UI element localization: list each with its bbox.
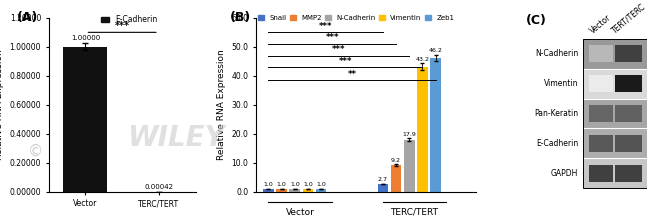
Text: 0.00042: 0.00042 xyxy=(144,184,174,190)
Text: 2.7: 2.7 xyxy=(378,177,388,182)
Text: N-Cadherin: N-Cadherin xyxy=(535,49,578,58)
Text: Vector: Vector xyxy=(285,208,315,217)
Bar xyxy=(616,75,642,92)
Bar xyxy=(616,45,642,62)
Text: (B): (B) xyxy=(229,11,251,24)
Text: (C): (C) xyxy=(526,14,547,27)
Bar xyxy=(589,45,613,62)
Text: 46.2: 46.2 xyxy=(429,48,443,54)
Text: 1.0: 1.0 xyxy=(277,182,287,187)
Text: TERC/TERT: TERC/TERT xyxy=(391,208,439,217)
Bar xyxy=(417,66,428,192)
Y-axis label: Relative RNA Expression: Relative RNA Expression xyxy=(217,50,226,160)
Bar xyxy=(589,105,613,122)
Text: ***: *** xyxy=(326,33,339,43)
Legend: E-Cadherin: E-Cadherin xyxy=(101,15,158,25)
Bar xyxy=(589,135,613,152)
Bar xyxy=(583,69,647,99)
Bar xyxy=(616,105,642,122)
Bar xyxy=(589,165,613,182)
Bar xyxy=(616,165,642,182)
Text: (A): (A) xyxy=(16,11,38,24)
Text: 9.2: 9.2 xyxy=(391,157,401,163)
Bar xyxy=(430,58,441,192)
Bar xyxy=(583,39,647,188)
Y-axis label: Relative RNA Expression: Relative RNA Expression xyxy=(0,50,4,160)
Text: TERT/TERC: TERT/TERC xyxy=(610,2,647,35)
Text: GAPDH: GAPDH xyxy=(551,169,578,178)
Bar xyxy=(391,165,401,192)
Text: **: ** xyxy=(348,70,356,79)
Text: Vector: Vector xyxy=(588,13,613,35)
Bar xyxy=(64,47,107,192)
Text: Vimentin: Vimentin xyxy=(544,79,578,88)
Text: ***: *** xyxy=(114,21,129,31)
Bar xyxy=(316,189,326,192)
Text: 43.2: 43.2 xyxy=(415,57,430,62)
Bar xyxy=(378,184,388,192)
Bar xyxy=(583,99,647,128)
Bar xyxy=(289,189,300,192)
Text: ***: *** xyxy=(319,22,332,31)
Text: 1.0: 1.0 xyxy=(290,182,300,187)
Bar xyxy=(583,158,647,188)
Text: 1.0: 1.0 xyxy=(263,182,273,187)
Text: ***: *** xyxy=(332,45,346,54)
Text: 1.0: 1.0 xyxy=(303,182,313,187)
Bar xyxy=(276,189,287,192)
Bar xyxy=(583,39,647,69)
Bar xyxy=(303,189,313,192)
Bar xyxy=(263,189,274,192)
Text: 1.0: 1.0 xyxy=(317,182,326,187)
Legend: Snail, MMP2, N-Cadherin, Vimentin, Zeb1: Snail, MMP2, N-Cadherin, Vimentin, Zeb1 xyxy=(257,14,455,22)
Text: Pan-Keratin: Pan-Keratin xyxy=(534,109,578,118)
Bar xyxy=(616,135,642,152)
Bar xyxy=(583,128,647,158)
Text: ***: *** xyxy=(339,57,352,66)
Bar xyxy=(589,75,613,92)
Text: WILEY: WILEY xyxy=(127,124,224,152)
Text: ©: © xyxy=(28,144,44,159)
Text: 17.9: 17.9 xyxy=(402,132,416,137)
Text: 1.00000: 1.00000 xyxy=(71,35,100,41)
Text: E-Cadherin: E-Cadherin xyxy=(536,139,578,148)
Bar xyxy=(404,140,415,192)
